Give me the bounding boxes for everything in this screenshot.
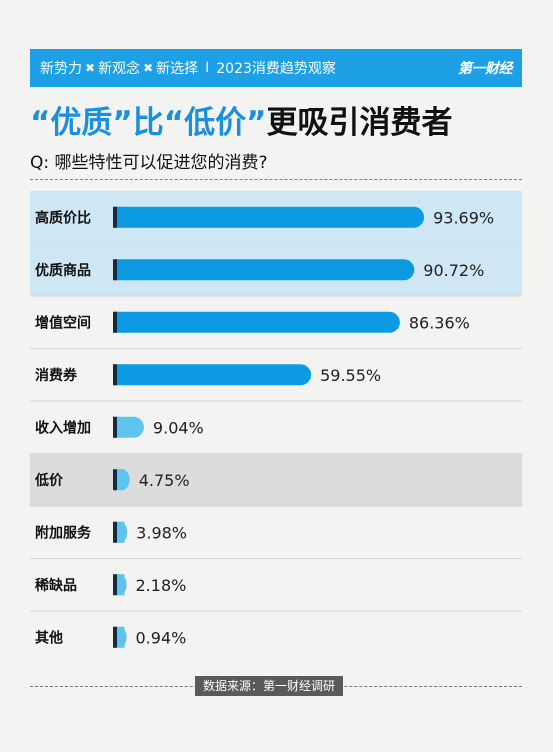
bar-marker — [113, 416, 117, 438]
category-label: 稀缺品 — [35, 577, 77, 594]
bar-marker — [113, 259, 117, 281]
banner-tag: 新选择 — [156, 61, 199, 77]
data-source: 数据来源：第一财经调研 — [195, 676, 344, 696]
bar-left-edge — [114, 259, 125, 281]
bar-marker — [113, 626, 117, 648]
page-title-highlight: “优质”比“低价” — [30, 104, 267, 141]
bar-left-edge — [114, 416, 125, 438]
value-label: 0.94% — [136, 628, 187, 647]
page-title-rest: 更吸引消费者 — [266, 104, 453, 141]
survey-question: Q: 哪些特性可以促进您的消费? — [30, 153, 268, 173]
bar-marker — [113, 364, 117, 386]
value-label: 4.75% — [139, 471, 190, 490]
bar — [114, 259, 415, 281]
bar — [114, 364, 312, 386]
cross-icon: ✖ — [85, 61, 96, 75]
row-highlight — [30, 453, 522, 506]
category-label: 增值空间 — [35, 314, 91, 331]
category-label: 低价 — [34, 472, 64, 489]
bar-marker — [113, 311, 117, 333]
banner-tag: 新观念 — [98, 61, 141, 77]
header-banner: 新势力 ✖ 新观念 ✖ 新选择 I 2023消费趋势观察 第一财经 — [30, 49, 522, 87]
value-label: 90.72% — [423, 261, 484, 280]
banner-separator: I — [205, 60, 210, 76]
bar-left-edge — [114, 311, 125, 333]
banner-tags: 新势力 ✖ 新观念 ✖ 新选择 I 2023消费趋势观察 — [40, 58, 336, 78]
page-title: “优质”比“低价” 更吸引消费者 — [30, 96, 523, 142]
bar-left-edge — [114, 469, 125, 491]
divider-top — [30, 179, 522, 180]
value-label: 9.04% — [153, 418, 204, 437]
bar — [114, 206, 425, 228]
bar-marker — [113, 574, 117, 596]
category-label: 高质价比 — [35, 209, 91, 226]
category-label: 优质商品 — [35, 262, 91, 279]
category-label: 其他 — [35, 629, 63, 646]
bar — [114, 311, 400, 333]
value-label: 86.36% — [409, 313, 470, 332]
bar-marker — [113, 521, 117, 543]
banner-series-title: 2023消费趋势观察 — [216, 61, 336, 77]
cross-icon: ✖ — [143, 61, 154, 75]
bar-left-edge — [114, 626, 125, 648]
bar-left-edge — [114, 521, 125, 543]
value-label: 2.18% — [136, 576, 187, 595]
bar-left-edge — [114, 206, 125, 228]
bar-marker — [113, 206, 117, 228]
value-label: 93.69% — [433, 208, 494, 227]
category-label: 消费券 — [35, 367, 78, 384]
bar-left-edge — [114, 364, 125, 386]
value-label: 59.55% — [320, 366, 381, 385]
category-label: 收入增加 — [35, 419, 91, 436]
category-label: 附加服务 — [35, 524, 92, 541]
banner-tag: 新势力 — [40, 61, 82, 77]
brand-logo: 第一财经 — [458, 61, 513, 77]
bar-left-edge — [114, 574, 125, 596]
value-label: 3.98% — [136, 523, 187, 542]
bar-marker — [113, 469, 117, 491]
